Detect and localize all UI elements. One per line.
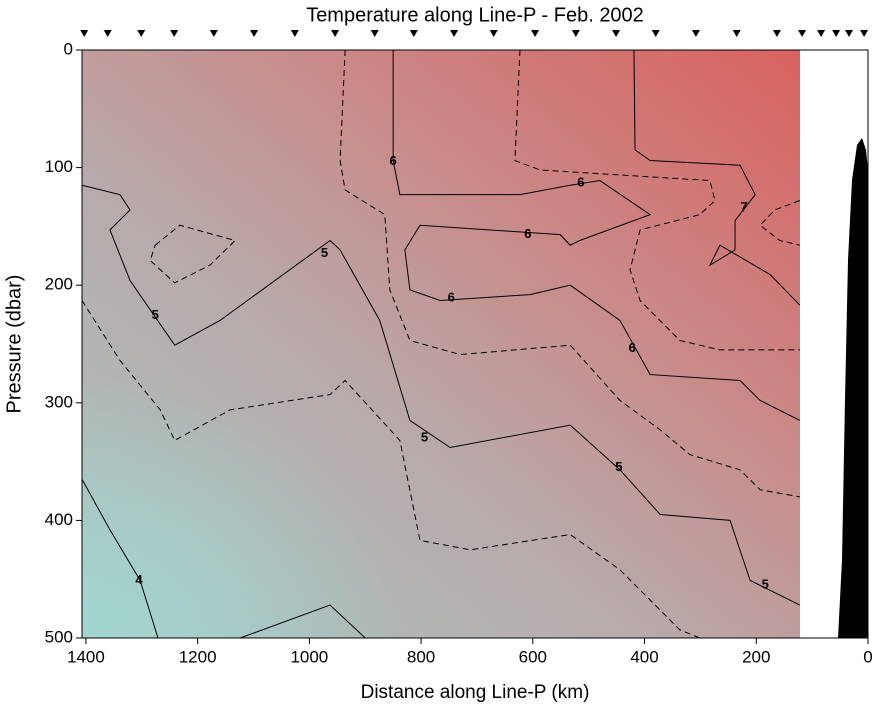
x-tick-label: 1000 [290, 647, 328, 666]
contour-label: 5 [321, 245, 328, 260]
y-tick-label: 200 [45, 275, 73, 294]
contour-line [81, 300, 701, 639]
y-axis-label: Pressure (dbar) [3, 275, 25, 414]
station-marker [691, 30, 700, 37]
x-tick-label: 1200 [179, 647, 217, 666]
contour-label: 5 [421, 430, 428, 445]
station-marker [209, 30, 218, 37]
contour-line [392, 50, 801, 421]
contour-label: 6 [629, 340, 636, 355]
station-marker [331, 30, 340, 37]
station-marker [80, 30, 89, 37]
contour-label: 6 [448, 290, 455, 305]
station-marker [250, 30, 259, 37]
bathymetry [838, 138, 868, 638]
contour-label: 6 [524, 226, 531, 241]
station-marker [137, 30, 146, 37]
station-marker [103, 30, 112, 37]
x-tick-label: 600 [519, 647, 547, 666]
station-marker [170, 30, 179, 37]
contour-line [514, 49, 800, 351]
contour-label: 4 [135, 572, 143, 587]
x-tick-label: 1400 [67, 647, 105, 666]
x-axis-label: Distance along Line-P (km) [361, 682, 590, 703]
contour-label: 6 [577, 174, 584, 189]
chart-title: Temperature along Line-P - Feb. 2002 [306, 4, 644, 26]
y-tick-label: 300 [45, 392, 73, 411]
station-marker [860, 30, 869, 37]
station-marker [489, 30, 498, 37]
station-marker [845, 30, 854, 37]
contour-line [633, 49, 801, 306]
station-marker [531, 30, 540, 37]
contour-line [81, 478, 159, 639]
y-tick-label: 400 [45, 510, 73, 529]
contour-line [149, 224, 237, 284]
contour-line [339, 49, 800, 498]
station-marker [450, 30, 459, 37]
x-tick-label: 800 [407, 647, 435, 666]
x-tick-label: 400 [630, 647, 658, 666]
station-marker [732, 30, 741, 37]
station-marker [832, 30, 841, 37]
station-marker [651, 30, 660, 37]
contour-label: 6 [390, 153, 397, 168]
x-tick-label: 200 [742, 647, 770, 666]
field-fill-cool [82, 50, 800, 638]
station-marker [370, 30, 379, 37]
contour-label: 7 [740, 199, 747, 214]
station-marker [817, 30, 826, 37]
station-marker [612, 30, 621, 37]
contour-label: 5 [762, 577, 769, 592]
contour-label: 5 [152, 307, 159, 322]
station-marker [772, 30, 781, 37]
station-marker [409, 30, 418, 37]
station-marker [571, 30, 580, 37]
y-tick-label: 100 [45, 157, 73, 176]
contour-line [239, 604, 366, 639]
station-marker [798, 30, 807, 37]
station-marker [290, 30, 299, 37]
y-tick-label: 0 [64, 39, 73, 58]
contour-label: 5 [615, 459, 622, 474]
y-tick-label: 500 [45, 627, 73, 646]
plot-frame [81, 49, 869, 639]
contour-line [81, 184, 801, 606]
x-tick-label: 0 [863, 647, 872, 666]
